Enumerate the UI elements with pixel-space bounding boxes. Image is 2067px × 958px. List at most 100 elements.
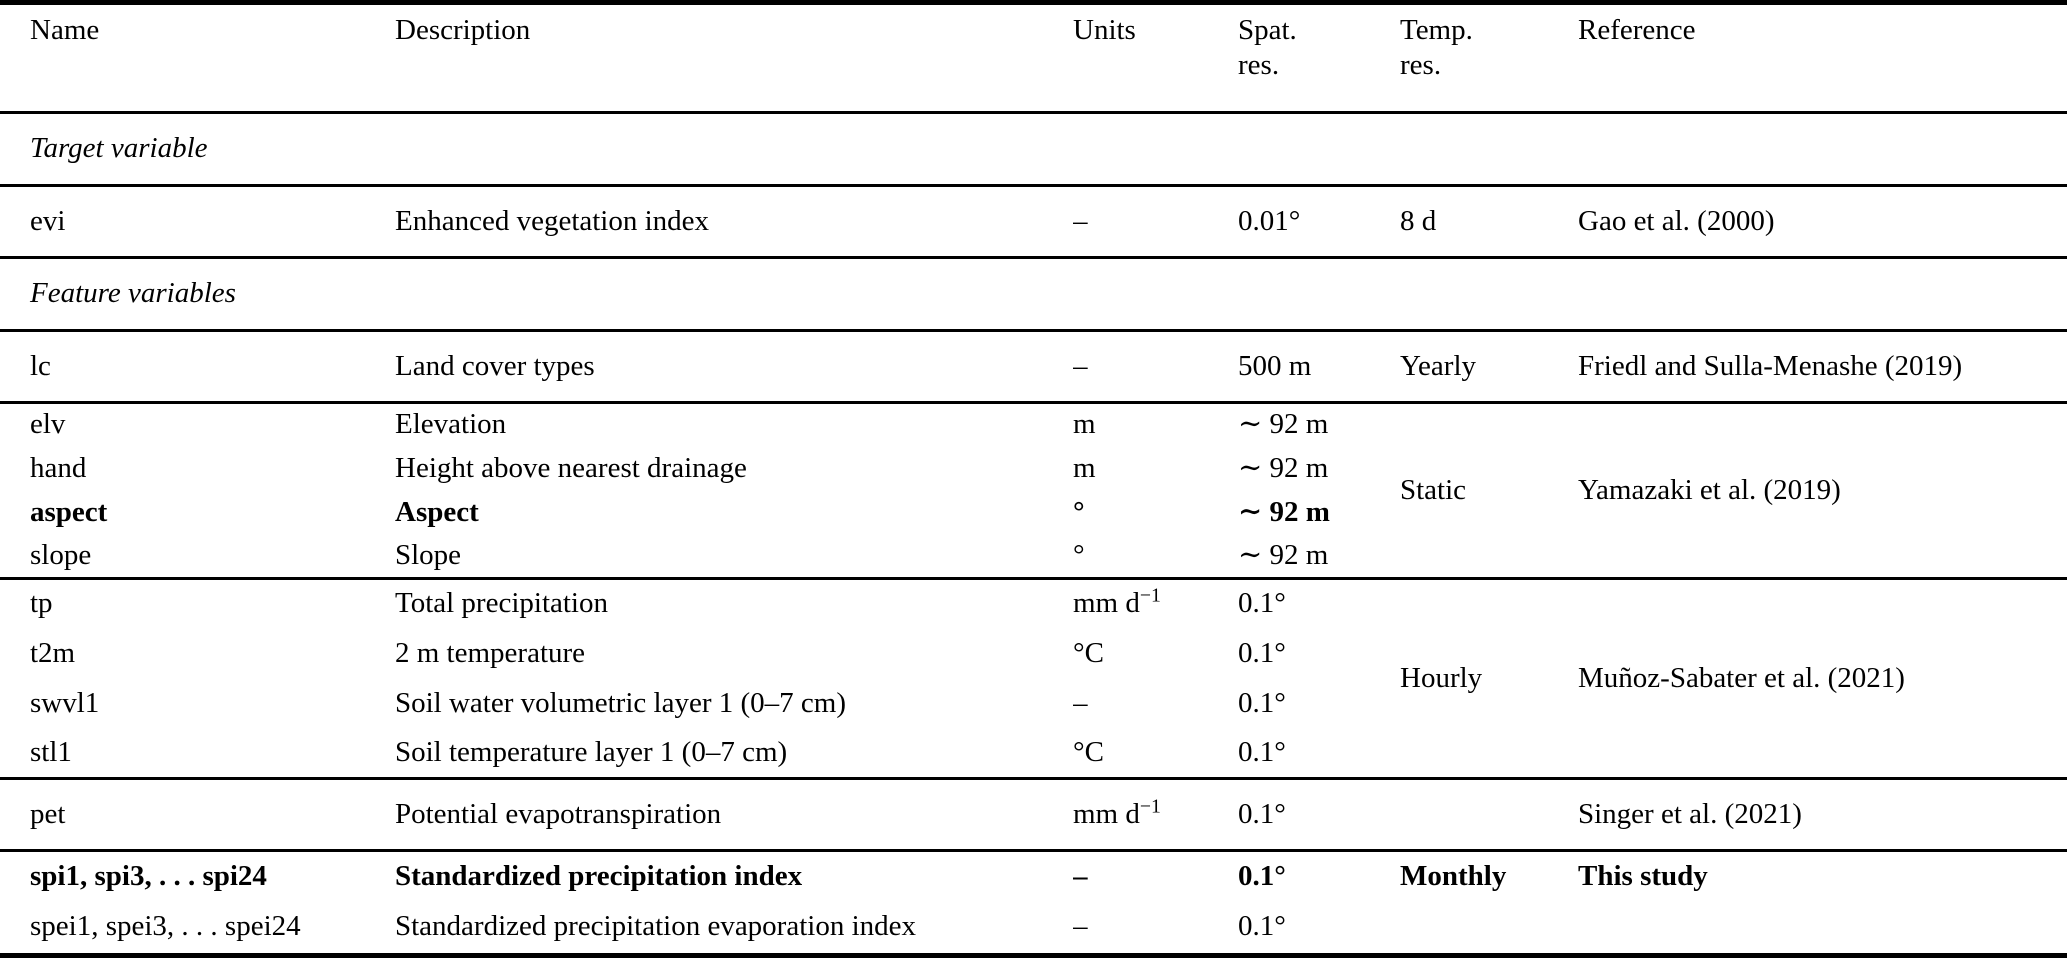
pet-units-base: mm d <box>1073 797 1140 830</box>
cell-aspect-spatial-resolution: ∼ 92 m <box>1238 495 1330 528</box>
row-stl1: stl1 Soil temperature layer 1 (0–7 cm) °… <box>0 728 2067 778</box>
cell-aspect-description: Aspect <box>395 495 479 528</box>
column-header-units: Units <box>1073 5 1238 112</box>
row-evi: evi Enhanced vegetation index – 0.01° 8 … <box>0 185 2067 257</box>
tp-units-base: mm d <box>1073 587 1140 620</box>
cell-spei-name: spei1, spei3, . . . spei24 <box>30 910 301 943</box>
column-header-reference: Reference <box>1578 5 2067 112</box>
cell-stl1-description: Soil temperature layer 1 (0–7 cm) <box>395 735 788 768</box>
cell-pet-description: Potential evapotranspiration <box>395 797 722 830</box>
cell-spi-units: – <box>1073 859 1088 892</box>
cell-swvl1-name: swvl1 <box>30 686 100 719</box>
row-slope: slope Slope ° ∼ 92 m <box>0 534 2067 578</box>
header-temp-line1: Temp. <box>1400 14 1473 46</box>
column-header-spatial-resolution: Spat. res. <box>1238 5 1400 112</box>
cell-aspect-name: aspect <box>30 495 108 528</box>
cell-spei-description: Standardized precipitation evaporation i… <box>395 910 917 943</box>
row-elv: elv Elevation m ∼ 92 m Static Yamazaki e… <box>0 402 2067 506</box>
cell-elv-units: m <box>1073 408 1096 441</box>
cell-lc-name: lc <box>30 349 51 382</box>
cell-spei-units: – <box>1073 910 1088 943</box>
cell-swvl1-units: – <box>1073 686 1088 719</box>
header-reference-label: Reference <box>1578 14 1696 46</box>
column-header-temporal-resolution: Temp. res. <box>1400 5 1578 112</box>
cell-stl1-spatial-resolution: 0.1° <box>1238 735 1286 768</box>
cell-hand-spatial-resolution: ∼ 92 m <box>1238 451 1329 484</box>
cell-lc-temporal-resolution: Yearly <box>1400 349 1476 382</box>
cell-evi-spatial-resolution: 0.01° <box>1238 204 1301 237</box>
cell-lc-reference: Friedl and Sulla-Menashe (2019) <box>1578 349 1963 382</box>
cell-terrain-group-reference: Yamazaki et al. (2019) <box>1578 473 1841 506</box>
row-swvl1: swvl1 Soil water volumetric layer 1 (0–7… <box>0 678 2067 728</box>
cell-t2m-description: 2 m temperature <box>395 636 586 669</box>
cell-elv-name: elv <box>30 408 66 441</box>
cell-spi-spatial-resolution: 0.1° <box>1238 859 1286 892</box>
table-header-row: Name Description Units Spat. res. Temp. … <box>0 5 2067 112</box>
cell-slope-units: ° <box>1073 538 1085 571</box>
cell-evi-temporal-resolution: 8 d <box>1400 204 1437 237</box>
section-label-feature-variables: Feature variables <box>30 277 236 310</box>
header-units-label: Units <box>1073 14 1136 46</box>
cell-era5-group-reference: Muñoz-Sabater et al. (2021) <box>1578 661 1905 694</box>
cell-tp-description: Total precipitation <box>395 587 608 620</box>
row-tp: tp Total precipitation mm d−1 0.1° Hourl… <box>0 578 2067 694</box>
cell-t2m-spatial-resolution: 0.1° <box>1238 636 1286 669</box>
cell-evi-name: evi <box>30 204 66 237</box>
cell-spi-temporal-resolution: Monthly <box>1400 859 1507 892</box>
row-t2m: t2m 2 m temperature °C 0.1° <box>0 628 2067 678</box>
cell-lc-spatial-resolution: 500 m <box>1238 349 1312 382</box>
row-spi: spi1, spi3, . . . spi24 Standardized pre… <box>0 850 2067 901</box>
header-spat-line1: Spat. <box>1238 14 1297 46</box>
column-header-name: Name <box>0 5 395 112</box>
cell-pet-temporal-resolution <box>1400 778 1578 850</box>
cell-spi-name: spi1, spi3, . . . spi24 <box>30 859 267 892</box>
row-lc: lc Land cover types – 500 m Yearly Fried… <box>0 330 2067 402</box>
cell-era5-group-temporal-resolution: Hourly <box>1400 661 1483 694</box>
cell-hand-description: Height above nearest drainage <box>395 451 747 484</box>
cell-lc-units: – <box>1073 349 1088 382</box>
cell-tp-spatial-resolution: 0.1° <box>1238 587 1286 620</box>
variables-table: Name Description Units Spat. res. Temp. … <box>0 5 2067 952</box>
cell-slope-description: Slope <box>395 538 462 571</box>
row-spei: spei1, spei3, . . . spei24 Standardized … <box>0 901 2067 952</box>
column-header-description: Description <box>395 5 1073 112</box>
row-pet: pet Potential evapotranspiration mm d−1 … <box>0 778 2067 850</box>
cell-pet-reference: Singer et al. (2021) <box>1578 797 1802 830</box>
cell-spei-spatial-resolution: 0.1° <box>1238 910 1286 943</box>
cell-spei-reference <box>1578 901 2067 952</box>
cell-hand-name: hand <box>30 451 87 484</box>
cell-slope-spatial-resolution: ∼ 92 m <box>1238 538 1329 571</box>
cell-hand-units: m <box>1073 451 1096 484</box>
cell-lc-description: Land cover types <box>395 349 595 382</box>
cell-elv-spatial-resolution: ∼ 92 m <box>1238 408 1329 441</box>
cell-aspect-units: ° <box>1073 495 1085 528</box>
cell-elv-description: Elevation <box>395 408 507 441</box>
section-header-feature-variables: Feature variables <box>0 257 2067 330</box>
cell-pet-spatial-resolution: 0.1° <box>1238 797 1286 830</box>
cell-slope-name: slope <box>30 538 92 571</box>
tp-units-exponent: −1 <box>1139 584 1161 607</box>
cell-spei-temporal-resolution <box>1400 901 1578 952</box>
section-label-target-variable: Target variable <box>30 132 208 165</box>
cell-t2m-name: t2m <box>30 636 76 669</box>
row-aspect: aspect Aspect ° ∼ 92 m <box>0 490 2067 534</box>
cell-tp-name: tp <box>30 587 53 620</box>
header-temp-line2: res. <box>1400 48 1442 81</box>
cell-stl1-units: °C <box>1073 735 1104 768</box>
header-description-label: Description <box>395 14 531 46</box>
section-header-target-variable: Target variable <box>0 112 2067 185</box>
cell-spi-description: Standardized precipitation index <box>395 859 803 892</box>
pet-units-exponent: −1 <box>1139 794 1161 817</box>
cell-pet-name: pet <box>30 797 66 830</box>
cell-terrain-group-temporal-resolution: Static <box>1400 473 1467 506</box>
cell-t2m-units: °C <box>1073 636 1104 669</box>
cell-swvl1-description: Soil water volumetric layer 1 (0–7 cm) <box>395 686 846 719</box>
cell-evi-units: – <box>1073 204 1088 237</box>
cell-stl1-name: stl1 <box>30 735 72 768</box>
cell-spi-reference: This study <box>1578 859 1708 892</box>
cell-evi-reference: Gao et al. (2000) <box>1578 204 1775 237</box>
row-hand: hand Height above nearest drainage m ∼ 9… <box>0 446 2067 490</box>
cell-pet-units: mm d−1 <box>1073 778 1238 850</box>
cell-swvl1-spatial-resolution: 0.1° <box>1238 686 1286 719</box>
cell-evi-description: Enhanced vegetation index <box>395 204 710 237</box>
